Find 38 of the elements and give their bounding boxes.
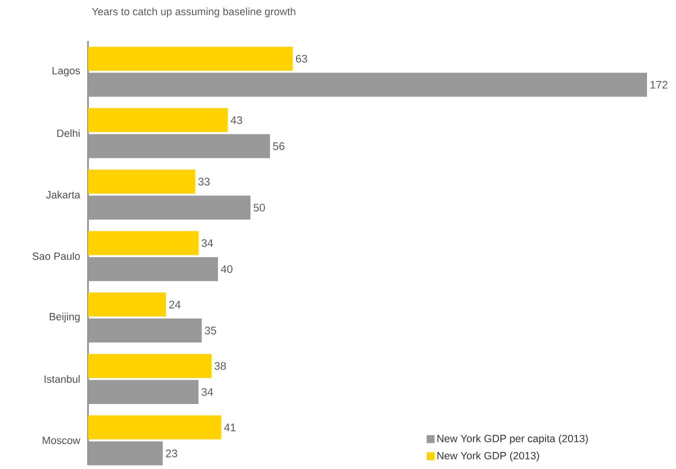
data-label: 38 (214, 362, 226, 370)
data-label: 35 (204, 326, 216, 334)
data-label: 50 (254, 204, 265, 212)
bar (88, 196, 251, 220)
bar (88, 72, 648, 97)
bar (88, 380, 198, 404)
bar (88, 231, 198, 256)
data-label: 33 (198, 178, 210, 186)
y-tick-label: Sao Paulo (32, 252, 80, 260)
bar (88, 441, 163, 466)
bar (88, 318, 202, 343)
bar (88, 46, 293, 71)
data-label: 23 (166, 450, 178, 458)
legend-label: New York GDP per capita (2013) (437, 434, 588, 444)
data-label: 40 (220, 265, 232, 273)
data-label: 41 (224, 424, 236, 432)
data-label: 24 (169, 300, 181, 308)
bar (88, 170, 196, 194)
chart-title: Years to catch up assuming baseline growth (92, 8, 296, 18)
data-label: 34 (202, 239, 214, 247)
y-tick-label: Jakarta (46, 190, 80, 198)
bar (88, 257, 218, 282)
bar (88, 108, 228, 132)
data-label: 172 (650, 80, 668, 89)
bar (88, 292, 166, 317)
legend-label: New York GDP (2013) (437, 452, 540, 462)
data-label: 43 (230, 116, 242, 124)
y-tick-label: Beijing (50, 312, 80, 322)
data-label: 56 (273, 142, 284, 150)
y-tick-label: Delhi (57, 129, 80, 138)
bar (88, 354, 212, 378)
bar (88, 415, 222, 440)
y-tick-label: Lagos (52, 67, 80, 76)
bar (88, 134, 270, 158)
data-label: 63 (296, 54, 308, 63)
y-tick-label: Moscow (42, 436, 80, 444)
y-tick-label: Istanbul (44, 375, 80, 383)
data-label: 34 (202, 388, 214, 396)
